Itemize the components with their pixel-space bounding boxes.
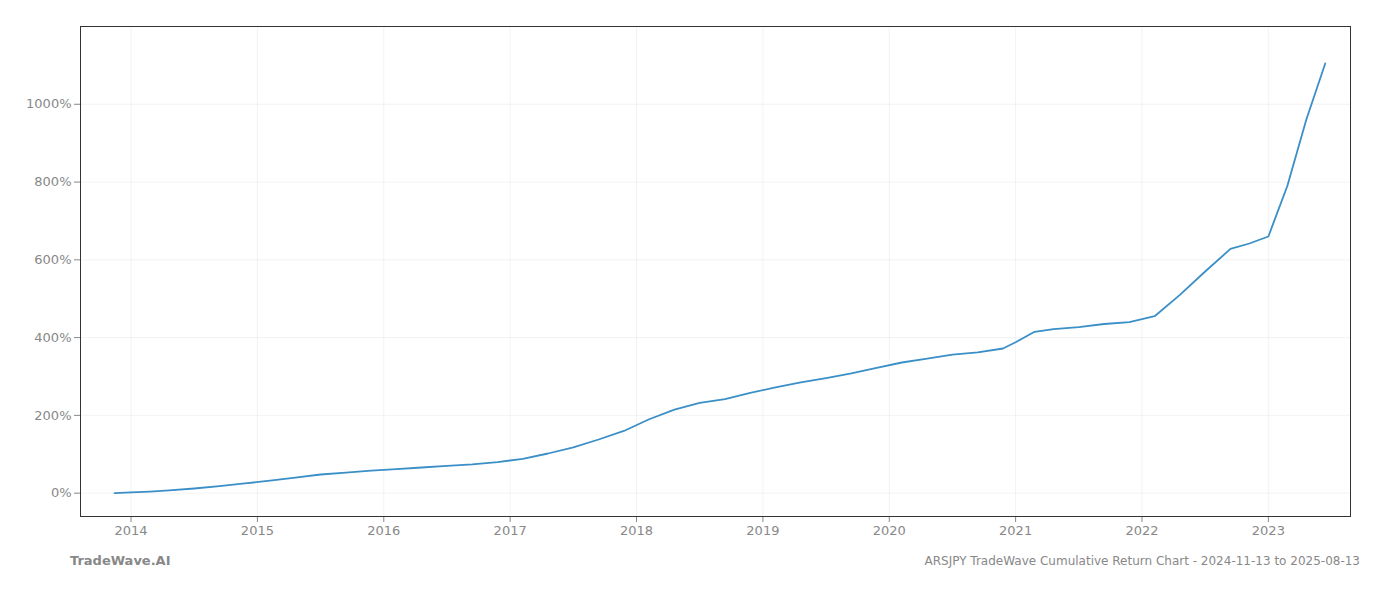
html-text:ARSJPY TradeWave Cumulative Re: ARSJPY TradeWave Cumulative Return Chart… [924, 554, 1360, 568]
svg-text:400%: 400% [34, 330, 71, 345]
svg-text:800%: 800% [34, 174, 71, 189]
svg-text:2015: 2015 [241, 523, 274, 538]
svg-text:2023: 2023 [1252, 523, 1285, 538]
svg-text:2017: 2017 [494, 523, 527, 538]
svg-text:2020: 2020 [873, 523, 906, 538]
svg-text:0%: 0% [51, 485, 72, 500]
html-text:TradeWave.AI: TradeWave.AI [70, 553, 171, 568]
svg-text:200%: 200% [34, 408, 71, 423]
svg-text:2018: 2018 [620, 523, 653, 538]
svg-text:2016: 2016 [367, 523, 400, 538]
svg-text:2014: 2014 [115, 523, 148, 538]
svg-text:2019: 2019 [746, 523, 779, 538]
svg-text:2021: 2021 [999, 523, 1032, 538]
svg-text:2022: 2022 [1125, 523, 1158, 538]
svg-text:600%: 600% [34, 252, 71, 267]
svg-text:1000%: 1000% [26, 96, 71, 111]
